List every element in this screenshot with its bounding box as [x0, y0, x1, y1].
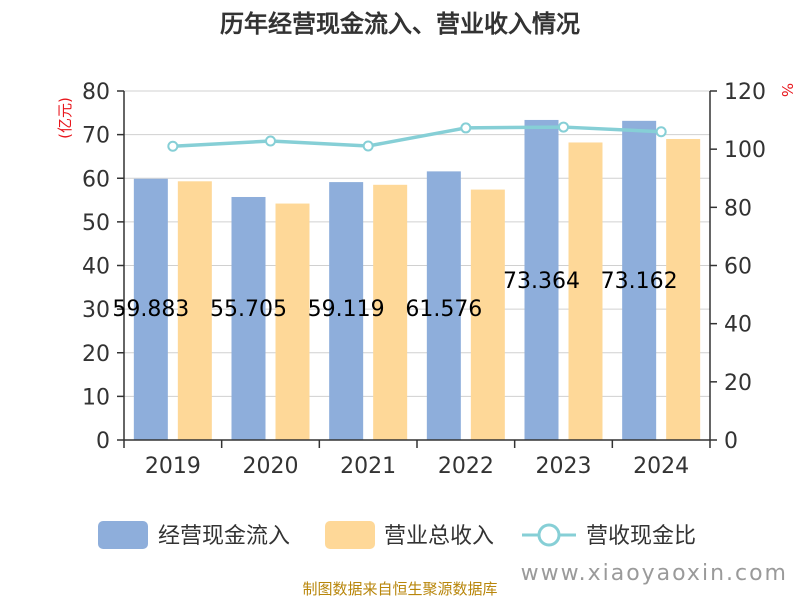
left-axis-tick-label: 50	[82, 211, 110, 236]
bar-revenue-2024	[666, 138, 701, 441]
bar-revenue-2019	[177, 181, 212, 440]
right-axis-tick-label: 60	[724, 255, 752, 280]
left-axis-tick-label: 80	[82, 80, 110, 105]
x-axis-tick-label: 2019	[145, 454, 201, 479]
bar-cash-inflow-2021	[329, 182, 364, 440]
left-axis-tick-label: 40	[82, 255, 110, 280]
legend-swatch-cash-inflow	[98, 521, 148, 549]
legend-label-cash-inflow: 经营现金流入	[158, 524, 290, 549]
data-label-2021: 59.119	[308, 297, 385, 322]
right-axis-unit: %	[778, 83, 796, 97]
left-axis-tick-label: 10	[82, 385, 110, 410]
grid-lines	[124, 90, 710, 397]
data-label-2023: 73.364	[503, 269, 580, 294]
right-axis-tick-label: 40	[724, 313, 752, 338]
axes-group: 0 10 20 30 40 50 60 70 80 0 20 40 60 80 100 120 2019 2020…	[82, 80, 766, 479]
line-ratio	[172, 125, 662, 149]
point-ratio-2022	[460, 122, 472, 134]
watermark: www.xiaoyaoxin.com	[521, 561, 788, 586]
data-label-2024: 73.162	[601, 269, 678, 294]
data-label-2022: 61.576	[405, 297, 482, 322]
left-axis-tick-label: 30	[82, 298, 110, 323]
legend-label-revenue: 营业总收入	[384, 524, 494, 549]
legend: 经营现金流入 营业总收入 营收现金比	[98, 521, 696, 549]
right-axis-tick-label: 20	[724, 371, 752, 396]
bar-cash-inflow-2019	[133, 178, 168, 440]
bar-cash-inflow-2022	[426, 171, 461, 440]
data-labels-group: 59.883 55.705 59.119 61.576 73.364 73.162	[112, 269, 677, 322]
left-axis-tick-label: 70	[82, 124, 110, 149]
left-axis-tick-label: 0	[96, 429, 110, 454]
legend-label-ratio: 营收现金比	[586, 524, 696, 549]
point-ratio-2019	[167, 140, 179, 152]
data-label-2019: 59.883	[112, 297, 189, 322]
chart-title: 历年经营现金流入、营业收入情况	[220, 10, 580, 38]
left-axis-tick-label: 60	[82, 167, 110, 192]
bar-revenue-2022	[470, 189, 505, 440]
source-note: 制图数据来自恒生聚源数据库	[302, 580, 497, 598]
x-axis-tick-label: 2021	[340, 454, 396, 479]
bars-group	[133, 119, 701, 441]
point-ratio-2023	[558, 121, 569, 133]
data-label-2020: 55.705	[210, 297, 287, 322]
bar-revenue-2023	[568, 142, 603, 441]
point-ratio-2024	[655, 126, 667, 138]
bar-revenue-2020	[275, 203, 310, 440]
right-axis-tick-label: 100	[724, 138, 766, 163]
line-series-group	[167, 121, 667, 152]
x-axis-tick-label: 2024	[633, 454, 689, 479]
left-axis-tick-label: 20	[82, 342, 110, 367]
right-axis-tick-label: 0	[724, 429, 738, 454]
right-axis-tick-label: 120	[724, 80, 766, 105]
bar-cash-inflow-2020	[231, 196, 266, 440]
point-ratio-2021	[362, 140, 374, 152]
legend-swatch-revenue	[325, 521, 375, 549]
right-axis-tick-label: 80	[724, 196, 752, 221]
bar-cash-inflow-2024	[622, 120, 657, 440]
x-axis-tick-label: 2020	[243, 454, 299, 479]
legend-marker-ratio	[537, 523, 561, 547]
point-ratio-2020	[265, 135, 276, 147]
x-axis-tick-label: 2023	[536, 454, 592, 479]
x-axis-tick-label: 2022	[438, 454, 494, 479]
bar-cash-inflow-2023	[524, 119, 559, 440]
left-axis-unit: (亿元)	[56, 97, 74, 139]
bar-revenue-2021	[373, 184, 408, 440]
